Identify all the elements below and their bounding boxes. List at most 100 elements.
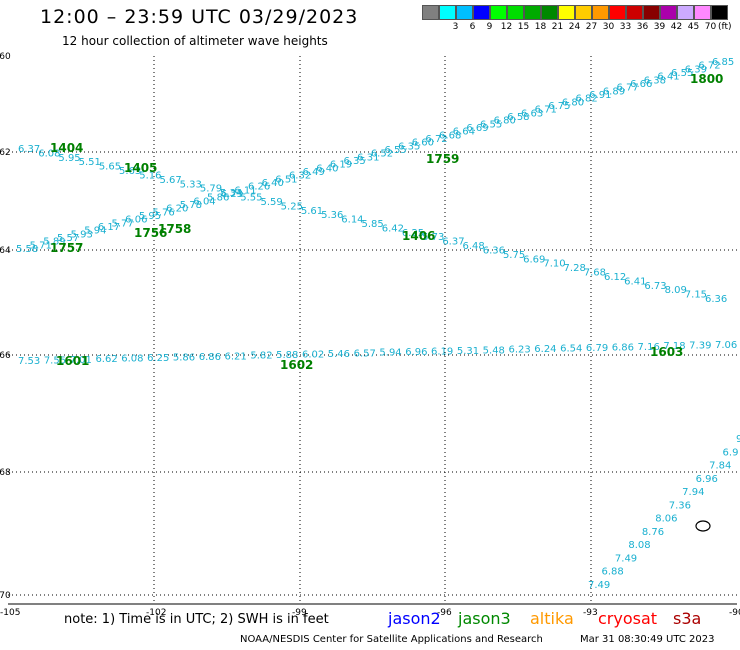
wave-height-value-track-b: 5.95: [139, 211, 161, 222]
wave-height-value-track-b: 6.19: [330, 160, 352, 171]
legend-swatch: [711, 5, 728, 20]
wave-height-value-track-b: 6.11: [234, 185, 256, 196]
wave-height-value-track-b: 6.04: [193, 196, 215, 207]
wave-height-value-track-c: 7.18: [663, 341, 685, 352]
legend-label: 3: [452, 22, 459, 32]
wave-height-value-track-b: 6.52: [371, 149, 393, 160]
wave-height-value-track-a: 6.25: [402, 228, 424, 239]
wave-height-value-track-c: 6.24: [534, 344, 556, 355]
wave-height-value-track-c: 6.86: [612, 342, 634, 353]
wave-height-value-track-a: 6.69: [523, 254, 545, 265]
wave-height-value-track-b: 6.51: [275, 174, 297, 185]
wave-height-value-track-b: 6.55: [480, 119, 502, 130]
wave-height-value-track-c: 6.86: [199, 352, 221, 363]
satellite-cryosat: cryosat: [598, 609, 658, 628]
wave-height-value-track-c: 6.96: [405, 347, 427, 358]
wave-height-value-track-c: 6.02: [302, 349, 324, 360]
wave-height-value-track-a: 5.79: [200, 184, 222, 195]
wave-height-value-track-b: 5.76: [152, 207, 174, 218]
wave-height-value-track-a: 5.63: [119, 166, 141, 177]
wave-height-value-track-d: 6.88: [601, 567, 623, 578]
wave-height-value-track-b: 6.23: [221, 189, 243, 200]
pass-time-label: 1602: [280, 358, 313, 372]
wave-height-value-track-a: 6.12: [604, 272, 626, 283]
wave-height-value-track-b: 6.39: [685, 64, 707, 75]
wave-height-value-track-a: 6.37: [18, 144, 40, 155]
wave-height-value-track-b: 5.94: [84, 226, 106, 237]
legend-swatch: [694, 5, 711, 20]
wave-height-value-track-c: 6.21: [225, 351, 247, 362]
wave-height-value-track-c: 5.46: [328, 349, 350, 360]
legend-swatch: [626, 5, 643, 20]
legend-swatch: [490, 5, 507, 20]
legend-swatch: [456, 5, 473, 20]
wave-height-value-track-a: 7.68: [584, 268, 606, 279]
wave-height-value-track-a: 7.28: [564, 263, 586, 274]
wave-height-value-track-b: 5.57: [57, 233, 79, 244]
legend-label: 6: [469, 22, 476, 32]
legend-label: 15: [517, 22, 530, 32]
legend-swatch: [575, 5, 592, 20]
legend-label: 36: [636, 22, 649, 32]
wave-height-value-track-a: 5.67: [159, 175, 181, 186]
wave-height-value-track-b: 6.72: [425, 134, 447, 145]
lat-tick-label: -64: [0, 246, 11, 256]
page-title: 12:00 – 23:59 UTC 03/29/2023: [40, 6, 359, 28]
wave-height-value-track-b: 6.85: [712, 57, 734, 68]
wave-height-value-track-b: 5.86: [207, 193, 229, 204]
wave-height-value-track-a: 5.34: [220, 188, 242, 199]
pass-time-label: 1758: [158, 222, 191, 236]
legend-swatch: [609, 5, 626, 20]
pass-time-label: 1404: [50, 141, 83, 155]
wave-height-value-track-b: 6.41: [657, 72, 679, 83]
wave-height-value-track-a: 5.75: [503, 250, 525, 261]
wave-height-value-track-b: 6.55: [671, 68, 693, 79]
pass-time-label: 1756: [134, 226, 167, 240]
lon-tick-label: -105: [0, 608, 20, 618]
legend-label: 39: [653, 22, 666, 32]
wave-height-value-track-a: 5.51: [79, 157, 101, 168]
wave-height-value-track-d: 8.76: [642, 527, 664, 538]
wave-height-value-track-a: 5.95: [58, 153, 80, 164]
wave-height-value-track-c: 5.48: [483, 345, 505, 356]
legend-label: 30: [602, 22, 615, 32]
wave-height-value-track-a: 5.65: [99, 162, 121, 173]
legend-swatch: [660, 5, 677, 20]
wave-height-value-track-b: 6.32: [289, 171, 311, 182]
wave-height-value-track-b: 6.66: [630, 79, 652, 90]
wave-height-value-track-a: 5.55: [240, 193, 262, 204]
wave-height-value-track-c: 7.01: [70, 355, 92, 366]
wave-height-value-track-a: 5.25: [281, 201, 303, 212]
legend-swatch: [507, 5, 524, 20]
wave-height-value-track-b: 6.58: [507, 112, 529, 123]
legend-unit: (ft): [718, 22, 732, 32]
wave-height-value-track-a: 5.16: [139, 170, 161, 181]
wave-height-value-track-b: 5.93: [71, 229, 93, 240]
pass-time-label: 1759: [426, 152, 459, 166]
lat-tick-label: -62: [0, 148, 11, 158]
wave-height-value-track-b: 6.77: [616, 83, 638, 94]
wave-height-value-track-d: 7.94: [682, 487, 704, 498]
wave-height-value-track-d: 6.96: [696, 474, 718, 485]
wave-height-value-track-b: 6.20: [166, 204, 188, 215]
lon-tick-label: -96: [437, 608, 452, 618]
lon-tick-label: -93: [583, 608, 598, 618]
wave-height-value-track-a: 7.15: [685, 290, 707, 301]
wave-height-value-track-c: 5.82: [250, 351, 272, 362]
wave-height-value-track-a: 5.73: [422, 232, 444, 243]
legend-swatch: [473, 5, 490, 20]
wave-height-value-track-a: 5.85: [362, 219, 384, 230]
wave-height-value-track-d: 8.06: [655, 514, 677, 525]
wave-height-value-track-b: 6.17: [98, 222, 120, 233]
wave-height-value-track-c: 6.25: [147, 353, 169, 364]
legend-label: 21: [551, 22, 564, 32]
wave-height-value-track-b: 6.91: [589, 90, 611, 101]
lon-tick-label: -90: [729, 608, 740, 618]
wave-height-value-track-c: 5.94: [379, 348, 401, 359]
wave-height-value-track-a: 6.37: [442, 237, 464, 248]
wave-height-value-track-c: 6.23: [508, 345, 530, 356]
wave-height-value-track-b: 5.71: [30, 240, 52, 251]
lat-tick-label: -70: [0, 591, 11, 601]
wave-height-value-track-b: 6.31: [357, 152, 379, 163]
